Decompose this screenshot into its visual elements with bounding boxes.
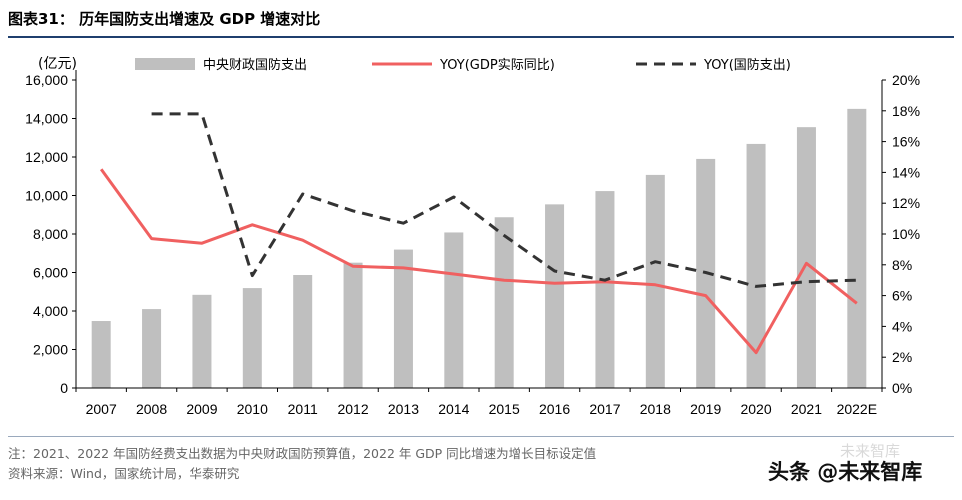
left-tick-label: 2,000 [33, 342, 68, 358]
bar-2007 [91, 321, 111, 388]
right-tick-label: 12% [892, 195, 920, 211]
bar-2018 [645, 174, 665, 388]
x-tick-label: 2012 [337, 401, 368, 417]
footnote: 注：2021、2022 年国防经费支出数据为中央财政国防预算值，2022 年 G… [8, 446, 597, 461]
x-tick-label: 2014 [438, 401, 469, 417]
x-tick-label: 2016 [539, 401, 570, 417]
left-tick-label: 4,000 [33, 303, 68, 319]
left-tick-label: 10,000 [25, 188, 68, 204]
left-tick-label: 8,000 [33, 226, 68, 242]
x-tick-label: 2007 [86, 401, 117, 417]
legend-bar-swatch [135, 58, 195, 70]
x-tick-label: 2017 [589, 401, 620, 417]
footer-divider [8, 436, 954, 437]
bar-2012 [343, 262, 363, 388]
right-tick-label: 14% [892, 164, 920, 180]
bar-2014 [444, 232, 464, 388]
title-divider [8, 36, 954, 38]
legend-gdp-label: YOY(GDP实际同比) [439, 58, 555, 73]
left-tick-label: 12,000 [25, 149, 68, 165]
x-tick-label: 2013 [388, 401, 419, 417]
x-tick-label: 2015 [489, 401, 520, 417]
source-note: 资料来源：Wind，国家统计局，华泰研究 [8, 466, 240, 481]
bar-2010 [242, 288, 262, 388]
legend: 中央财政国防支出 YOY(GDP实际同比) YOY(国防支出) [135, 57, 791, 73]
figure-title: 图表31： 历年国防支出增速及 GDP 增速对比 [8, 10, 321, 28]
right-tick-label: 16% [892, 134, 920, 150]
bar-2022E [847, 108, 867, 388]
x-tick-label: 2018 [640, 401, 671, 417]
right-tick-label: 8% [892, 257, 912, 273]
bar-2015 [494, 217, 514, 388]
axes: 0 2,000 4,000 6,000 8,000 10,000 12,000 14,000 1… [25, 56, 920, 417]
bar-series [91, 108, 867, 388]
x-tick-label: 2008 [136, 401, 167, 417]
left-tick-label: 6,000 [33, 265, 68, 281]
gdp-yoy-line [99, 168, 858, 355]
right-tick-label: 10% [892, 226, 920, 242]
right-tick-label: 0% [892, 380, 912, 396]
defense-yoy-line [151, 112, 857, 288]
bar-2008 [142, 309, 162, 388]
x-tick-label: 2021 [791, 401, 822, 417]
left-tick-label: 16,000 [25, 72, 68, 88]
right-tick-label: 4% [892, 318, 912, 334]
right-tick-label: 2% [892, 349, 912, 365]
right-tick-label: 20% [892, 72, 920, 88]
x-tick-label: 2019 [690, 401, 721, 417]
bar-2009 [192, 294, 212, 388]
chart: 0 2,000 4,000 6,000 8,000 10,000 12,000 14,000 1… [25, 56, 920, 417]
right-tick-label: 18% [892, 103, 920, 119]
bar-2016 [545, 204, 565, 388]
x-tick-label: 2020 [740, 401, 771, 417]
x-tick-label: 2010 [237, 401, 268, 417]
x-tick-label: 2011 [288, 401, 318, 417]
left-tick-label: 14,000 [25, 111, 68, 127]
bar-2017 [595, 191, 615, 388]
bar-2013 [393, 249, 413, 388]
y-unit-label: (亿元) [38, 56, 77, 72]
legend-bar-label: 中央财政国防支出 [203, 57, 307, 73]
x-tick-label: 2009 [186, 401, 217, 417]
brand-label: 头条 @未来智库 [768, 460, 923, 484]
bar-2021 [796, 127, 816, 388]
watermark: 未来智库 [840, 442, 901, 460]
left-tick-label: 0 [60, 380, 68, 396]
right-tick-label: 6% [892, 288, 912, 304]
line-series [99, 112, 858, 355]
legend-defense-label: YOY(国防支出) [703, 57, 791, 73]
x-tick-label: 2022E [837, 401, 877, 417]
bar-2011 [293, 275, 313, 388]
bar-2020 [746, 143, 766, 388]
